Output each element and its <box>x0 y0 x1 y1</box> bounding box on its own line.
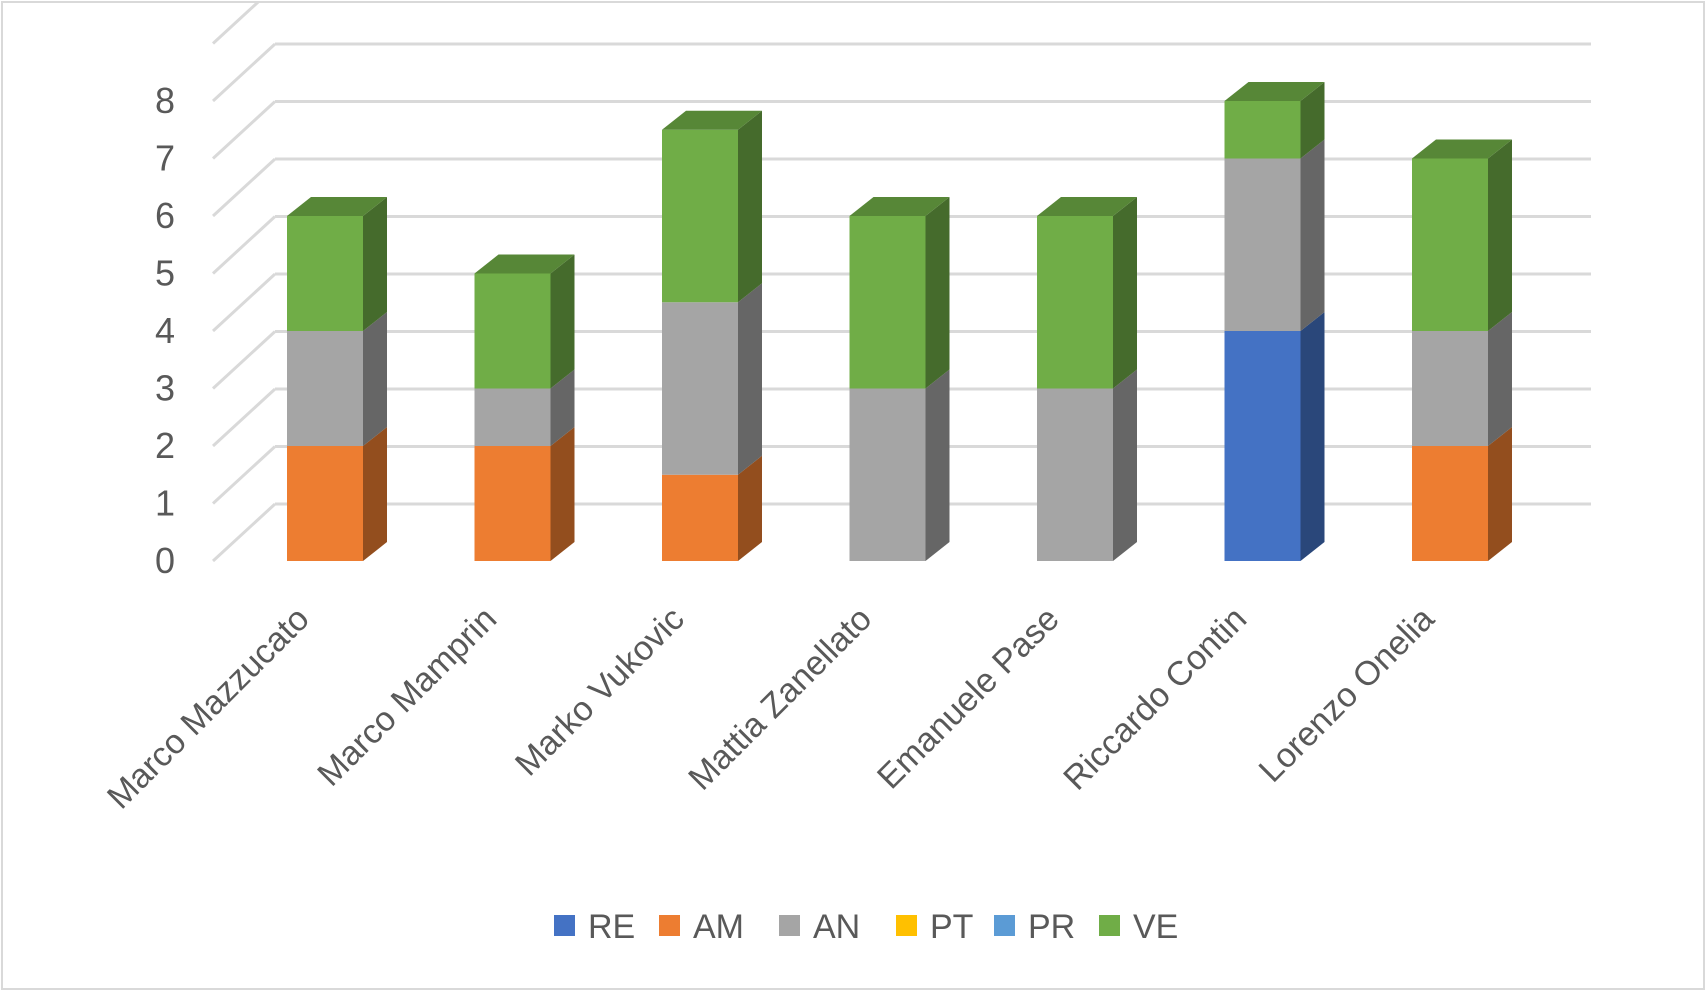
bar-segment-ve <box>474 273 551 389</box>
bar-segment-am <box>662 474 738 561</box>
y-tick-label: 1 <box>155 483 175 524</box>
bar-segment-side <box>738 455 762 561</box>
bar-top <box>662 110 762 130</box>
x-category-label: Emanuele Pase <box>870 600 1067 797</box>
bar-segment-ve <box>849 216 926 389</box>
bar-segment-side <box>1488 139 1512 331</box>
gridline-diagonal <box>211 3 260 45</box>
gridline-diagonal <box>211 42 277 103</box>
bar-segment-side <box>738 110 762 303</box>
bar-segment-an <box>1224 158 1301 331</box>
y-tick-label: 4 <box>155 310 175 351</box>
bar-segment-side <box>925 369 950 561</box>
bar-segment-am <box>474 446 551 561</box>
x-category-label: Lorenzo Onelia <box>1252 600 1442 790</box>
bar-segment-side <box>363 197 387 331</box>
bar-top <box>849 197 950 216</box>
y-tick-label: 7 <box>155 138 175 179</box>
y-tick-label: 2 <box>155 425 175 466</box>
x-category-label: Mattia Zanellato <box>681 600 879 798</box>
bar-segment-ve <box>287 216 363 331</box>
bar-segment-an <box>1037 388 1113 561</box>
bar-segment-ve <box>1412 158 1488 331</box>
bar-segment-side <box>550 427 575 561</box>
gridline-diagonal <box>211 100 277 160</box>
gridline-diagonal <box>211 445 277 505</box>
bar-segment-side <box>550 369 575 446</box>
bar-segment-re <box>1224 331 1301 561</box>
bar-segment-side <box>925 197 950 389</box>
gridline-diagonal <box>211 272 277 333</box>
x-category-label: Marko Vukovic <box>508 600 692 784</box>
bar-stack <box>287 197 387 561</box>
y-tick-label: 5 <box>155 253 175 294</box>
bar-segment-side <box>550 254 575 389</box>
bar-stack <box>849 197 950 561</box>
bar-segment-side <box>1488 312 1512 446</box>
bar-segment-an <box>287 331 363 446</box>
x-category-label: Riccardo Contin <box>1056 600 1254 798</box>
legend-swatch <box>1099 915 1120 936</box>
bar-top <box>1412 139 1512 159</box>
legend-swatch <box>994 915 1015 936</box>
gridline-diagonal <box>211 157 277 218</box>
bar-stack <box>474 254 575 561</box>
bar-segment-side <box>738 283 762 475</box>
bar-stack <box>662 110 762 561</box>
bar-segment-ve <box>1224 101 1301 159</box>
gridline-diagonal <box>211 502 277 563</box>
bar-segment-an <box>474 388 551 446</box>
bar-segment-an <box>849 388 926 561</box>
bar-segment-am <box>1412 446 1488 561</box>
bars <box>287 82 1512 561</box>
y-tick-label: 3 <box>155 368 175 409</box>
legend-swatch <box>554 915 575 936</box>
bar-segment-side <box>363 312 387 446</box>
y-tick-label: 8 <box>155 80 175 121</box>
bar-segment-an <box>662 302 738 475</box>
bar-segment-side <box>1113 197 1137 389</box>
x-category-label: Marco Mamprin <box>310 600 504 794</box>
bar-segment-side <box>1300 312 1325 561</box>
bar-top <box>287 197 387 216</box>
legend-label: PT <box>930 908 973 946</box>
gridline-diagonal <box>211 215 277 275</box>
bar-top <box>1224 82 1325 101</box>
bar-segment-ve <box>1037 216 1113 389</box>
bar-stack <box>1037 197 1137 561</box>
legend-label: AN <box>813 908 860 946</box>
bar-segment-side <box>1488 427 1512 561</box>
bar-segment-am <box>287 446 363 561</box>
gridline-diagonal <box>211 330 277 390</box>
legend-label: AM <box>693 908 744 946</box>
bar-stack <box>1224 82 1325 561</box>
y-axis-ticks: 0 1 2 3 4 5 6 7 8 <box>155 80 175 581</box>
bar-top <box>474 254 575 274</box>
legend-swatch <box>779 915 800 936</box>
y-tick-label: 0 <box>155 540 175 581</box>
legend-label: VE <box>1133 908 1178 946</box>
legend-swatch <box>896 915 917 936</box>
legend: RE AM AN PT PR VE <box>554 908 1178 946</box>
bar-segment-side <box>1113 369 1137 561</box>
bar-segment-ve <box>662 129 738 303</box>
legend-label: RE <box>588 908 635 946</box>
bar-stack <box>1412 139 1512 561</box>
bar-top <box>1037 197 1137 216</box>
legend-label: PR <box>1028 908 1075 946</box>
y-tick-label: 6 <box>155 195 175 236</box>
gridline-diagonal <box>211 387 277 448</box>
bar-segment-side <box>363 427 387 561</box>
x-category-label: Marco Mazzucato <box>100 600 317 817</box>
bar-segment-side <box>1300 139 1325 331</box>
legend-swatch <box>659 915 680 936</box>
bar-segment-an <box>1412 331 1488 446</box>
bar-segment-side <box>1300 82 1325 159</box>
